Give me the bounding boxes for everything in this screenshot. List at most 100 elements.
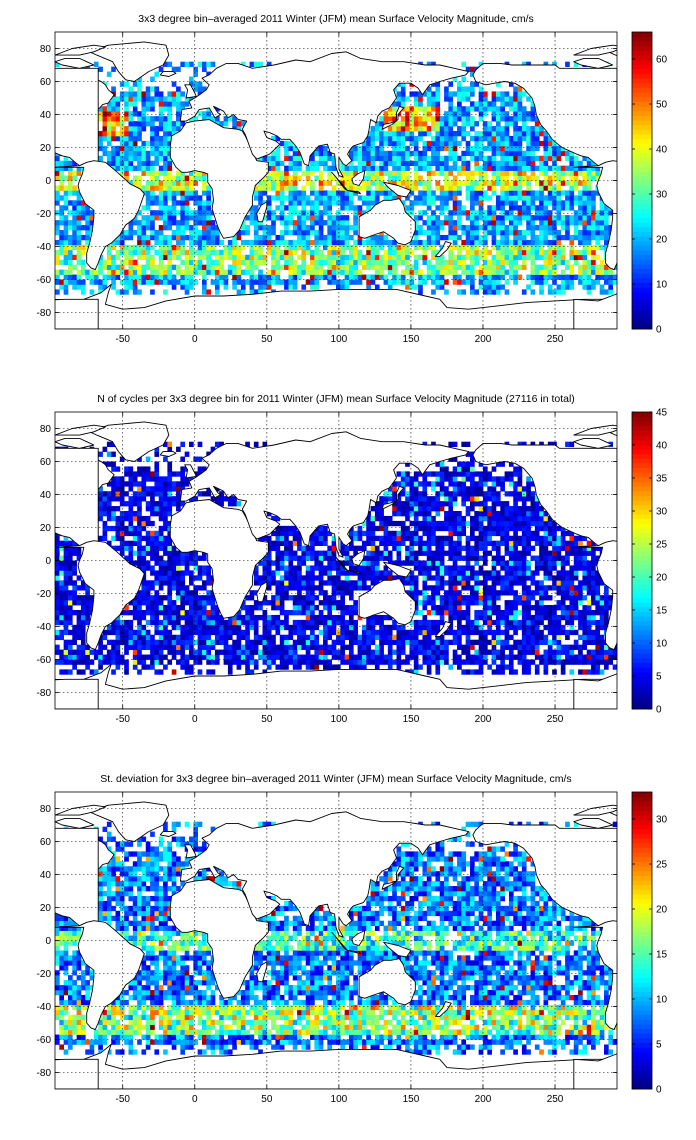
- heatmap-cell: [275, 654, 281, 660]
- heatmap-cell: [63, 239, 69, 246]
- heatmap-cell: [167, 131, 173, 137]
- heatmap-cell: [444, 220, 449, 226]
- heatmap-cell: [400, 259, 406, 265]
- heatmap-cell: [465, 106, 471, 112]
- heatmap-cell: [599, 210, 605, 216]
- heatmap-cell: [201, 215, 207, 221]
- heatmap-cell: [176, 239, 181, 246]
- heatmap-cell: [448, 106, 454, 112]
- heatmap-cell: [560, 150, 566, 157]
- heatmap-cell: [201, 610, 207, 616]
- heatmap-cell: [470, 195, 475, 201]
- heatmap-cell: [418, 289, 423, 295]
- heatmap-cell: [457, 96, 462, 102]
- heatmap-cell: [163, 639, 168, 645]
- heatmap-cell: [124, 249, 129, 256]
- heatmap-cell: [444, 116, 449, 122]
- heatmap-cell: [547, 200, 553, 206]
- heatmap-cell: [400, 249, 406, 256]
- heatmap-cell: [387, 284, 393, 290]
- heatmap-cell: [348, 195, 354, 201]
- heatmap-cell: [227, 619, 233, 626]
- heatmap-cell: [189, 264, 194, 270]
- heatmap-cell: [137, 600, 142, 606]
- heatmap-cell: [586, 165, 592, 171]
- heatmap-cell: [288, 279, 294, 285]
- heatmap-cell: [310, 639, 315, 645]
- heatmap-cell: [167, 629, 173, 636]
- heatmap-cell: [470, 155, 475, 162]
- heatmap-cell: [106, 639, 112, 645]
- heatmap-cell: [76, 619, 82, 626]
- heatmap-cell: [482, 590, 488, 596]
- heatmap-cell: [439, 654, 445, 660]
- heatmap-cell: [327, 624, 333, 631]
- heatmap-cell: [158, 195, 164, 201]
- heatmap-cell: [167, 244, 173, 251]
- heatmap-cell: [500, 116, 505, 122]
- heatmap-cell: [353, 185, 358, 191]
- heatmap-cell: [348, 160, 354, 166]
- heatmap-cell: [539, 210, 544, 216]
- heatmap-cell: [336, 639, 341, 645]
- heatmap-cell: [67, 639, 73, 645]
- heatmap-cell: [400, 131, 406, 137]
- heatmap-cell: [331, 269, 337, 275]
- heatmap-cell: [495, 96, 501, 102]
- heatmap-cell: [444, 160, 449, 166]
- heatmap-cell: [552, 605, 557, 611]
- heatmap-cell: [158, 600, 164, 606]
- heatmap-cell: [275, 614, 281, 621]
- heatmap-cell: [422, 644, 428, 650]
- heatmap-cell: [513, 131, 518, 137]
- heatmap-cell: [552, 274, 557, 280]
- heatmap-cell: [318, 155, 324, 162]
- heatmap-cell: [569, 659, 575, 665]
- heatmap-cell: [292, 639, 298, 645]
- heatmap-cell: [366, 150, 371, 157]
- heatmap-cell: [478, 254, 484, 261]
- heatmap-cell: [249, 259, 255, 265]
- heatmap-cell: [366, 249, 371, 256]
- heatmap-cell: [344, 605, 350, 611]
- heatmap-cell: [197, 585, 203, 591]
- heatmap-cell: [258, 269, 263, 275]
- heatmap-cell: [444, 269, 449, 275]
- heatmap-cell: [189, 215, 194, 221]
- heatmap-cell: [137, 91, 142, 97]
- heatmap-cell: [219, 269, 224, 275]
- heatmap-cell: [180, 91, 186, 97]
- heatmap-cell: [565, 644, 570, 650]
- heatmap-cell: [495, 116, 501, 122]
- heatmap-cell: [457, 254, 462, 261]
- heatmap-cell: [530, 249, 536, 256]
- heatmap-cell: [426, 180, 432, 186]
- heatmap-cell: [569, 215, 575, 221]
- heatmap-cell: [357, 274, 363, 280]
- heatmap-cell: [210, 116, 216, 122]
- heatmap-cell: [271, 195, 276, 201]
- heatmap-cell: [504, 269, 510, 275]
- heatmap-cell: [409, 121, 415, 127]
- heatmap-cell: [539, 131, 544, 137]
- heatmap-cell: [530, 150, 536, 157]
- heatmap-cell: [470, 234, 475, 241]
- heatmap-cell: [565, 170, 570, 176]
- heatmap-cell: [608, 225, 614, 231]
- heatmap-cell: [214, 654, 220, 660]
- heatmap-cell: [348, 249, 354, 256]
- heatmap-cell: [608, 654, 614, 660]
- heatmap-cell: [132, 289, 138, 295]
- heatmap-cell: [392, 639, 397, 645]
- heatmap-cell: [573, 234, 579, 241]
- heatmap-cell: [318, 590, 324, 596]
- heatmap-cell: [452, 634, 458, 641]
- heatmap-cell: [67, 600, 73, 606]
- heatmap-cell: [128, 86, 134, 92]
- heatmap-cell: [176, 634, 181, 641]
- heatmap-cell: [470, 669, 475, 675]
- map-chart-mean-velocity: 3x3 degree bin–averaged 2011 Winter (JFM…: [37, 13, 668, 345]
- heatmap-cell: [444, 649, 449, 655]
- heatmap-cell: [413, 590, 419, 596]
- heatmap-cell: [180, 220, 186, 226]
